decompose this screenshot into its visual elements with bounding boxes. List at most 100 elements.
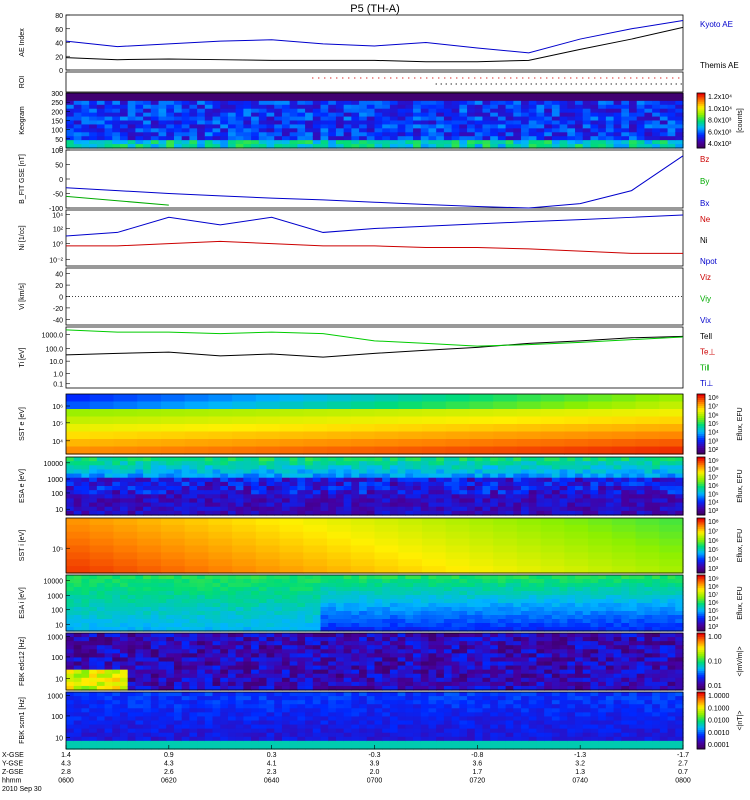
y-tick-label: 10⁻²: [49, 257, 63, 264]
y-tick-label: 50: [55, 163, 63, 170]
y-tick-label: 1000: [47, 594, 63, 601]
colorbar-tick-label: 10³: [708, 508, 719, 515]
legend-entry: Ti‖: [700, 363, 710, 372]
y-tick-label: 0.1: [53, 382, 63, 389]
y-tick-label: 0: [59, 68, 63, 75]
y-tick-label: 100: [51, 491, 63, 498]
colorbar-tick-label: 10²: [708, 447, 719, 454]
y-axis-label: ESA i [eV]: [19, 587, 26, 619]
x-axis-value: 2.6: [164, 769, 174, 776]
colorbar-tick-label: 10⁷: [708, 528, 719, 535]
y-tick-label: 100: [51, 655, 63, 662]
colorbar-tick-label: 10⁵: [708, 491, 719, 498]
y-tick-label: -100: [49, 206, 63, 213]
x-axis-value: 3.6: [472, 761, 482, 768]
colorbar-tick-label: 10⁸: [708, 395, 719, 402]
y-axis-label: Ni [1/cc]: [19, 225, 26, 250]
y-tick-label: 100: [51, 128, 63, 135]
colorbar-tick-label: 10⁶: [708, 412, 719, 419]
y-axis-label: Vi [km/s]: [19, 283, 26, 310]
colorbar-unit-label: Eflux, EFU: [737, 529, 744, 562]
y-tick-label: 40: [55, 41, 63, 48]
panel-frame: [65, 326, 684, 389]
x-axis-row-label: Y-GSE: [2, 761, 23, 768]
colorbar-tick-label: 10⁶: [708, 538, 719, 545]
colorbar-tick-label: 10⁹: [708, 458, 719, 465]
colorbar-tick-label: 0.0100: [708, 718, 730, 725]
y-axis-label: AE Index: [19, 28, 26, 57]
x-axis-value: 1.3: [575, 769, 585, 776]
legend-entry: Ne: [700, 215, 711, 224]
colorbar-tick-label: 10⁴: [708, 616, 719, 623]
x-axis-value: 0800: [675, 778, 691, 785]
panel-fbk_e: 1.00 0.10 0.01 <|mV/m|> FBK edc12 [Hz] 1000 10…: [19, 632, 744, 691]
y-tick-label: 10: [55, 507, 63, 514]
colorbar-tick-label: 10⁶: [708, 600, 719, 607]
y-tick-label: 40: [55, 272, 63, 279]
y-tick-label: 10⁰: [52, 241, 63, 249]
panel-frame: [65, 632, 684, 691]
y-tick-label: 100.0: [45, 346, 63, 353]
colorbar-tick-label: 10⁹: [708, 576, 719, 583]
colorbar-fbk_b: 1.0000 0.1000 0.0100 0.0010 0.0001 <|nT|>: [696, 691, 744, 750]
panel-frame: [65, 456, 684, 516]
x-axis-value: 3.9: [370, 761, 380, 768]
series-ae-line: [65, 20, 684, 54]
y-tick-label: 1000: [47, 693, 63, 700]
legend-entry: Te⊥: [700, 348, 715, 357]
colorbar-sst_i: 10⁸ 10⁷ 10⁶ 10⁵ 10⁴ 10³ Eflux, EFU: [696, 517, 744, 574]
colorbar-unit-label: [counts]: [737, 108, 744, 133]
panel-keogram: 1.2x10⁴ 1.0x10⁴ 8.0x10³ 6.0x10³ 4.0x10³ [coun…: [19, 91, 744, 153]
colorbar-tick-label: 10⁴: [708, 430, 719, 437]
panel-frame: [65, 574, 684, 632]
y-tick-label: 60: [55, 27, 63, 34]
y-tick-label: 100: [51, 148, 63, 155]
y-tick-label: 200: [51, 109, 63, 116]
y-tick-label: 10: [55, 677, 63, 684]
colorbar-tick-label: 10³: [708, 438, 719, 445]
panel-ti: Ti [eV] 1000.0 100.0 10.0 1.0 0.1 Tell Te⊥ Ti‖ Ti…: [19, 326, 715, 389]
y-tick-label: 100: [51, 608, 63, 615]
colorbar-tick-label: 4.0x10³: [708, 141, 732, 148]
x-axis-value: -0.3: [368, 752, 380, 759]
legend-entry: Vix: [700, 316, 711, 325]
y-tick-label: 0: [59, 177, 63, 184]
y-axis-label: FBK edc12 [Hz]: [19, 637, 26, 686]
colorbar-tick-label: 10⁷: [708, 404, 719, 411]
colorbar-unit-label: Eflux, EFU: [737, 469, 744, 502]
colorbar-tick-label: 0.1000: [708, 705, 730, 712]
legend-entry: Kyoto AE: [700, 20, 733, 29]
colorbar-unit-label: <|nT|>: [737, 711, 744, 731]
colorbar-tick-label: 10⁴: [708, 500, 719, 507]
y-axis-label: ESA e [eV]: [19, 469, 26, 503]
colorbar-tick-label: 1.00: [708, 634, 722, 641]
panel-sst_i: 10⁸ 10⁷ 10⁶ 10⁵ 10⁴ 10³ Eflux, EFU SST i [eV] 10…: [19, 517, 744, 574]
x-axis-value: 0600: [58, 778, 74, 785]
x-axis-row-label: Z-GSE: [2, 769, 24, 776]
y-tick-label: 0: [59, 146, 63, 153]
y-axis-label: Keogram: [19, 106, 26, 135]
x-axis-value: 0720: [470, 778, 486, 785]
x-axis-value: 4.1: [267, 761, 277, 768]
panel-frame: [65, 14, 684, 71]
colorbar-tick-label: 10³: [708, 566, 719, 573]
y-tick-label: -20: [53, 306, 63, 313]
x-axis-row-label: X-GSE: [2, 752, 24, 759]
panel-frame: [65, 393, 684, 455]
panel-frame: [65, 517, 684, 574]
panel-roi: ROI: [19, 71, 684, 93]
colorbar-tick-label: 10⁸: [708, 466, 719, 473]
colorbar-tick-label: 10⁸: [708, 584, 719, 591]
y-axis-label: FBK scm1 [Hz]: [19, 697, 26, 744]
x-axis-value: 1.4: [61, 752, 71, 759]
figure-title: P5 (TH-A): [350, 3, 400, 15]
x-axis-value: 2.8: [61, 769, 71, 776]
legend-entry: Tell: [700, 332, 712, 341]
series-bfit-line: [65, 195, 169, 206]
y-tick-label: 10000: [44, 579, 64, 586]
